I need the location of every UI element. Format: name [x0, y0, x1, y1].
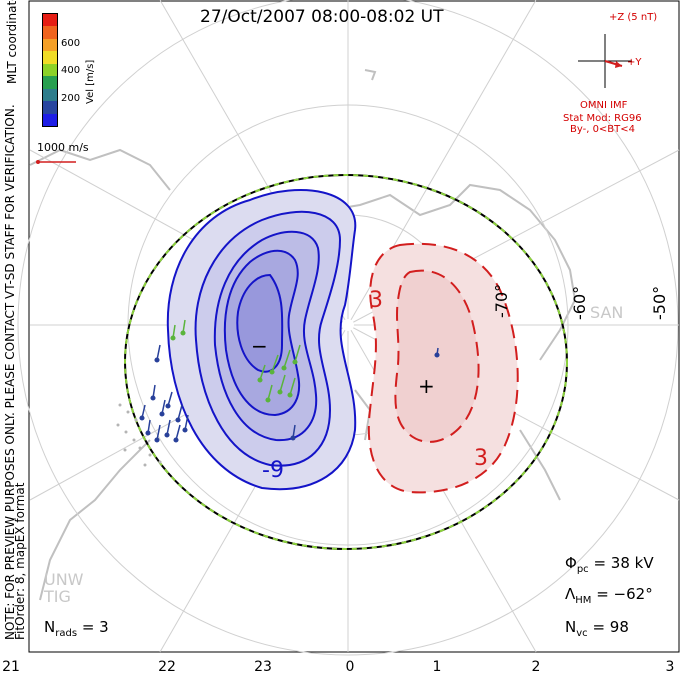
colorbar	[42, 13, 58, 127]
colorbar-segment	[43, 89, 57, 101]
radar-count: Nrads = 3	[44, 618, 109, 639]
plot-frame	[28, 0, 680, 653]
contour-label: 3	[369, 288, 383, 313]
mlt-tick: 21	[2, 659, 20, 675]
mlt-tick: 2	[531, 659, 541, 675]
station-label: TIG	[44, 587, 71, 606]
colorbar-segment	[43, 76, 57, 89]
colorbar-tick: 200	[61, 93, 81, 104]
vector-scale-label: 1000 m/s	[37, 141, 89, 154]
cross-polar-potential: Φpc = 38 kV	[565, 554, 654, 575]
mlt-tick: 3	[665, 659, 675, 675]
mlt-tick: 22	[158, 659, 176, 675]
mlt-meridians	[29, 0, 680, 653]
imf-model: Stat Mod: RG96	[563, 113, 642, 124]
hm-boundary-latitude: ΛHM = −62°	[565, 585, 653, 606]
colorbar-segment	[43, 39, 57, 51]
positive-cell	[367, 242, 519, 494]
pole-marker	[342, 319, 354, 331]
imf-arrowhead	[615, 61, 622, 68]
imf-y-label: +Y	[627, 57, 642, 68]
colorbar-segment	[43, 14, 57, 26]
mlt-tick: 0	[345, 659, 355, 675]
imf-condition: By-, 0<BT<4	[570, 124, 636, 135]
grey-data-points	[116, 403, 162, 467]
mlt-tick: 23	[254, 659, 272, 675]
colorbar-segment	[43, 114, 57, 126]
station-label: UNW	[44, 570, 84, 589]
colorbar-tick: 400	[61, 65, 81, 76]
colorbar-segment	[43, 101, 57, 114]
contour-label: 3	[474, 446, 488, 471]
maximum-potential-marker: +	[418, 374, 435, 398]
plot-title: 27/Oct/2007 08:00-08:02 UT	[200, 7, 444, 27]
vector-scale-dot	[36, 160, 40, 164]
imf-source: OMNI IMF	[580, 100, 628, 111]
colorbar-segment	[43, 26, 57, 39]
colorbar-segment	[43, 64, 57, 76]
colorbar-label: Vel [m/s]	[85, 59, 96, 104]
minimum-potential-marker: −	[251, 334, 268, 358]
lat-label-70: -70°	[492, 283, 511, 318]
lat-label-60: -60°	[570, 285, 589, 320]
vector-count: Nvc = 98	[565, 618, 629, 639]
station-label: SAN	[590, 303, 624, 322]
imf-z-label: +Z (5 nT)	[609, 12, 658, 23]
coastlines	[29, 69, 577, 601]
velocity-vectors	[139, 319, 440, 443]
contour-label: -9	[262, 458, 284, 483]
fit-order-note: FitOrder: 8, mapEX format	[13, 482, 27, 640]
colorbar-tick: 600	[61, 38, 81, 49]
heppner-maynard-boundary-green	[124, 174, 568, 550]
coord-label: MLT coordinates	[5, 0, 19, 84]
lat-label-50: -50°	[650, 285, 669, 320]
colorbar-segment	[43, 51, 57, 64]
mlt-tick: 1	[432, 659, 442, 675]
